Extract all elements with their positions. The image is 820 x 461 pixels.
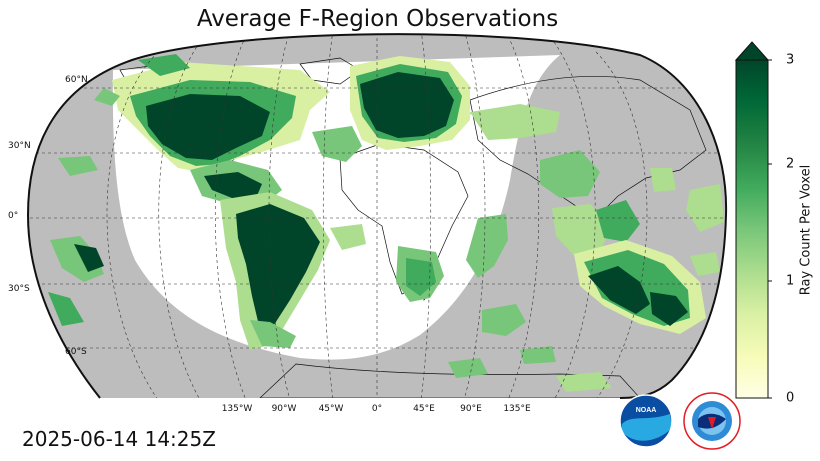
lon-label-90w: 90°W [271, 404, 297, 414]
lon-label-45w: 45°W [318, 404, 344, 414]
lon-label-135e: 135°E [503, 404, 531, 414]
timestamp: 2025-06-14 14:25Z [22, 427, 216, 451]
nws-logo [683, 392, 741, 450]
lat-label-30n: 30°N [8, 141, 31, 151]
lat-label-60n: 60°N [65, 75, 88, 85]
lat-label-60s: 60°S [65, 347, 87, 357]
lat-label-30s: 30°S [8, 284, 30, 294]
colorbar-tick-3: 3 [786, 52, 795, 68]
agency-logos: NOAA [619, 392, 741, 450]
observation-density [48, 54, 724, 392]
lat-label-0: 0° [8, 211, 19, 221]
lon-label-45e: 45°E [413, 404, 435, 414]
colorbar-tick-2: 2 [786, 156, 795, 172]
noaa-logo: NOAA [619, 394, 673, 448]
graticule [28, 34, 727, 399]
lon-label-90e: 90°E [460, 404, 482, 414]
lon-label-0: 0° [371, 404, 383, 414]
svg-text:NOAA: NOAA [636, 407, 657, 414]
colorbar-tick-1: 1 [786, 273, 795, 289]
lon-label-135w: 135°W [221, 404, 253, 414]
colorbar-label: Ray Count Per Voxel [798, 164, 814, 296]
colorbar-gradient [735, 59, 769, 399]
map-title: Average F-Region Observations [196, 6, 559, 32]
colorbar-tick-0: 0 [786, 390, 795, 406]
globe-outline [26, 33, 728, 399]
colorbar [734, 41, 772, 399]
colorbar-extend-arrow [734, 41, 770, 61]
